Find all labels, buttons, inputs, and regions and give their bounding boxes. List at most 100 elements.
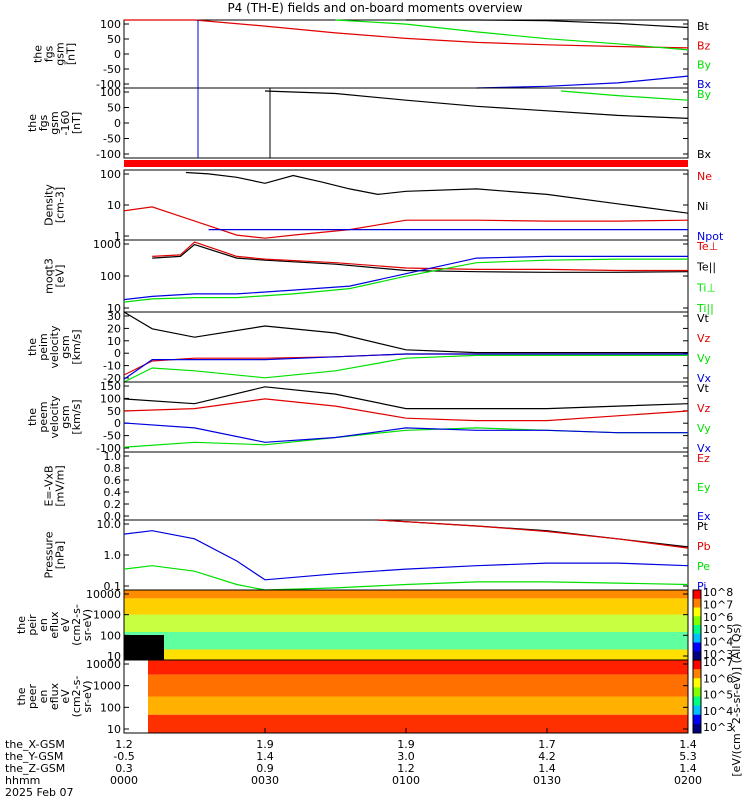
y-tick-label: 10 xyxy=(107,302,121,315)
y-tick-label: 50 xyxy=(107,405,121,418)
series-Pe xyxy=(123,565,689,591)
legend-Te||: Te|| xyxy=(696,261,716,274)
y-axis-label: [km/s] xyxy=(70,399,83,434)
y-tick-label: 10 xyxy=(107,723,121,736)
y-axis-label: [km/s] xyxy=(70,329,83,364)
y-axis-label: [cm-3] xyxy=(54,187,67,223)
series-Ne xyxy=(123,206,689,239)
y-axis-label: eflux xyxy=(48,682,61,710)
footer-value: 1.4 xyxy=(256,750,274,763)
legend-Vx: Vx xyxy=(697,372,712,385)
panel-frame xyxy=(123,87,689,159)
y-axis-label: [eV] xyxy=(54,265,67,288)
y-axis-label: peir xyxy=(26,614,39,636)
y-tick-label: -50 xyxy=(103,133,121,146)
y-axis-label: sr-eV) xyxy=(81,609,94,641)
y-tick-label: -50 xyxy=(103,430,121,443)
panel-8: 10.0 1.0 0.1 Pressure[nPa] Pt Pb Pe Pi xyxy=(43,518,711,593)
y-axis-label: -160 xyxy=(59,111,72,136)
footer-value: 0100 xyxy=(392,774,420,787)
y-axis-label: gsm xyxy=(54,42,67,65)
colorbar-label: [eV/(cm^2-s-sr-eV)] (All Qs) xyxy=(730,623,743,776)
footer-value: 0200 xyxy=(674,774,702,787)
y-axis-label: [mV/m] xyxy=(54,465,67,506)
y-tick-label: 10000 xyxy=(86,658,121,671)
footer-value: 0030 xyxy=(251,774,279,787)
series-Vx xyxy=(123,422,688,443)
y-tick-label: 100 xyxy=(100,18,121,31)
series-Ti⊥ xyxy=(123,255,688,301)
colorbar-tick: 10^6 xyxy=(703,611,733,624)
y-axis-label: fgs xyxy=(37,114,50,131)
series-Ni xyxy=(185,171,689,214)
legend-Pb: Pb xyxy=(697,540,711,553)
legend-Vy: Vy xyxy=(697,422,711,435)
footer-value: 0000 xyxy=(110,774,138,787)
y-tick-label: 100 xyxy=(100,86,121,99)
panel-3: 100 10 1 Density[cm-3] Ne Ni Npot xyxy=(43,168,724,243)
y-axis-label: E=-VxB xyxy=(43,465,56,506)
legend-Pe: Pe xyxy=(697,560,710,573)
footer-value: 3.0 xyxy=(397,750,415,763)
colorbar-tick: 10^5 xyxy=(703,689,733,702)
y-tick-label: 100 xyxy=(100,392,121,405)
legend-Ti⊥: Ti⊥ xyxy=(696,281,716,294)
y-axis-label: gsm xyxy=(59,335,72,358)
colorbar-tick: 10^6 xyxy=(703,672,733,685)
colorbar-tick: 10^7 xyxy=(703,656,733,669)
footer-date: 2025 Feb 07 xyxy=(5,786,73,799)
legend-Vz: Vz xyxy=(697,402,711,415)
y-tick-label: 0.1 xyxy=(104,580,122,593)
panel-frame xyxy=(123,311,689,383)
y-tick-label: 50 xyxy=(107,33,121,46)
y-axis-label: [nT] xyxy=(70,112,83,134)
legend-By: By xyxy=(697,88,712,101)
y-tick-label: -100 xyxy=(96,442,121,455)
footer-label: the_Z-GSM xyxy=(5,762,65,775)
series-Bx xyxy=(476,75,689,89)
footer-value: 0.3 xyxy=(115,762,133,775)
y-axis-label: eflux xyxy=(48,611,61,639)
legend-Npot: Npot xyxy=(697,230,724,243)
y-tick-label: -20 xyxy=(103,372,121,385)
series-Pt xyxy=(377,519,689,548)
y-tick-label: -100 xyxy=(96,148,121,161)
footer-value: 0.9 xyxy=(256,762,274,775)
legend-Vt: Vt xyxy=(697,382,710,395)
series-Vx xyxy=(123,353,688,380)
y-axis-label: gsm xyxy=(59,405,72,428)
series-Bt xyxy=(406,19,689,29)
y-tick-label: 100 xyxy=(100,629,121,642)
y-tick-label: 0.2 xyxy=(104,498,122,511)
series-Vy xyxy=(123,354,688,383)
y-tick-label: 1000 xyxy=(93,680,121,693)
footer-value: 1.4 xyxy=(679,738,697,751)
legend-Vt: Vt xyxy=(697,312,710,325)
legend-By: By xyxy=(697,59,712,72)
y-tick-label: 10 xyxy=(107,650,121,663)
y-axis-label: gsm xyxy=(48,111,61,134)
y-tick-label: 50 xyxy=(107,102,121,115)
y-axis-label: Pressure xyxy=(43,531,56,578)
y-tick-label: 10 xyxy=(107,199,121,212)
footer-label: the_X-GSM xyxy=(5,738,65,751)
legend-Vy: Vy xyxy=(697,352,711,365)
y-axis-label: the xyxy=(26,338,39,356)
y-tick-label: 0.6 xyxy=(104,474,122,487)
legend-Ex: Ex xyxy=(697,510,711,523)
legend-Bt: Bt xyxy=(697,20,710,33)
y-axis-label: the xyxy=(26,114,39,132)
legend-Vx: Vx xyxy=(697,442,712,455)
y-tick-label: 150 xyxy=(100,380,121,393)
footer-value: 4.2 xyxy=(538,750,556,763)
legend-Vz: Vz xyxy=(697,332,711,345)
series-Te|| xyxy=(152,243,689,273)
legend-Ne: Ne xyxy=(697,170,712,183)
footer-value: 0130 xyxy=(533,774,561,787)
y-tick-label: 0.8 xyxy=(104,462,122,475)
footer-value: 1.4 xyxy=(679,762,697,775)
y-tick-label: 100 xyxy=(100,701,121,714)
panel-9: 10000 1000 100 10 thepeirenefluxeV(cm2-s-sr-… xyxy=(15,588,689,663)
